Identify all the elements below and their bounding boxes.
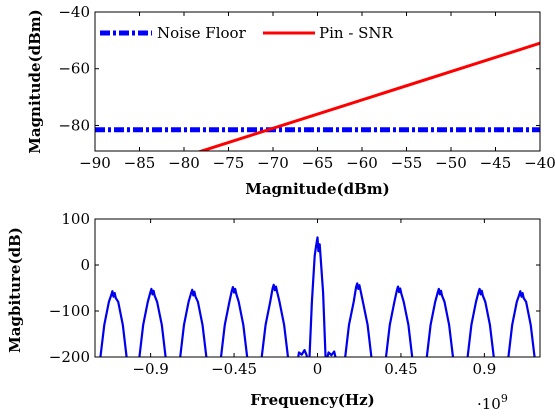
top-x-tick-label: −85 [124,154,156,172]
top-x-tick-label: −70 [257,154,289,172]
pin-snr-line [196,41,540,151]
top-x-tick-label: −40 [524,154,555,172]
bottom-y-tick-label: 0 [80,256,90,274]
bottom-x-tick-label: 0.9 [472,360,496,378]
top-x-axis-label: Magnitude(dBm) [245,180,390,198]
top-y-axis-label: Magnitude(dBm) [26,9,44,154]
top-x-tick-label: −75 [213,154,245,172]
bottom-x-tick-label: −0.45 [211,360,257,378]
bottom-x-tick-label: 0 [313,360,323,378]
bottom-y-tick-label: −100 [49,302,90,320]
bottom-x-tick-label: 0.45 [384,360,417,378]
top-x-tick-label: −90 [79,154,111,172]
bottom-plot-area [99,236,536,357]
top-y-tick-label: −40 [58,3,90,21]
bottom-y-tick-label: 100 [61,210,90,228]
top-x-tick-label: −65 [302,154,334,172]
bottom-y-tick-label: −200 [49,348,90,366]
top-x-tick-label: −55 [391,154,423,172]
legend-noise-label: Noise Floor [157,24,247,42]
bottom-y-axis-label: Magbiture(dB) [6,227,24,353]
spectrum-line [99,236,536,357]
top-x-tick-label: −50 [435,154,467,172]
top-plot-area [95,41,540,151]
bottom-x-axis-label: Frequency(Hz) [250,391,374,409]
top-x-tick-label: −60 [346,154,378,172]
top-y-tick-label: −60 [58,60,90,78]
legend-pin-label: Pin - SNR [319,24,394,42]
top-y-tick-label: −80 [58,116,90,134]
bottom-x-tick-label: −0.9 [132,360,168,378]
top-x-tick-label: −45 [480,154,512,172]
x-multiplier-label: ·109 [477,392,508,413]
top-x-tick-label: −80 [168,154,200,172]
